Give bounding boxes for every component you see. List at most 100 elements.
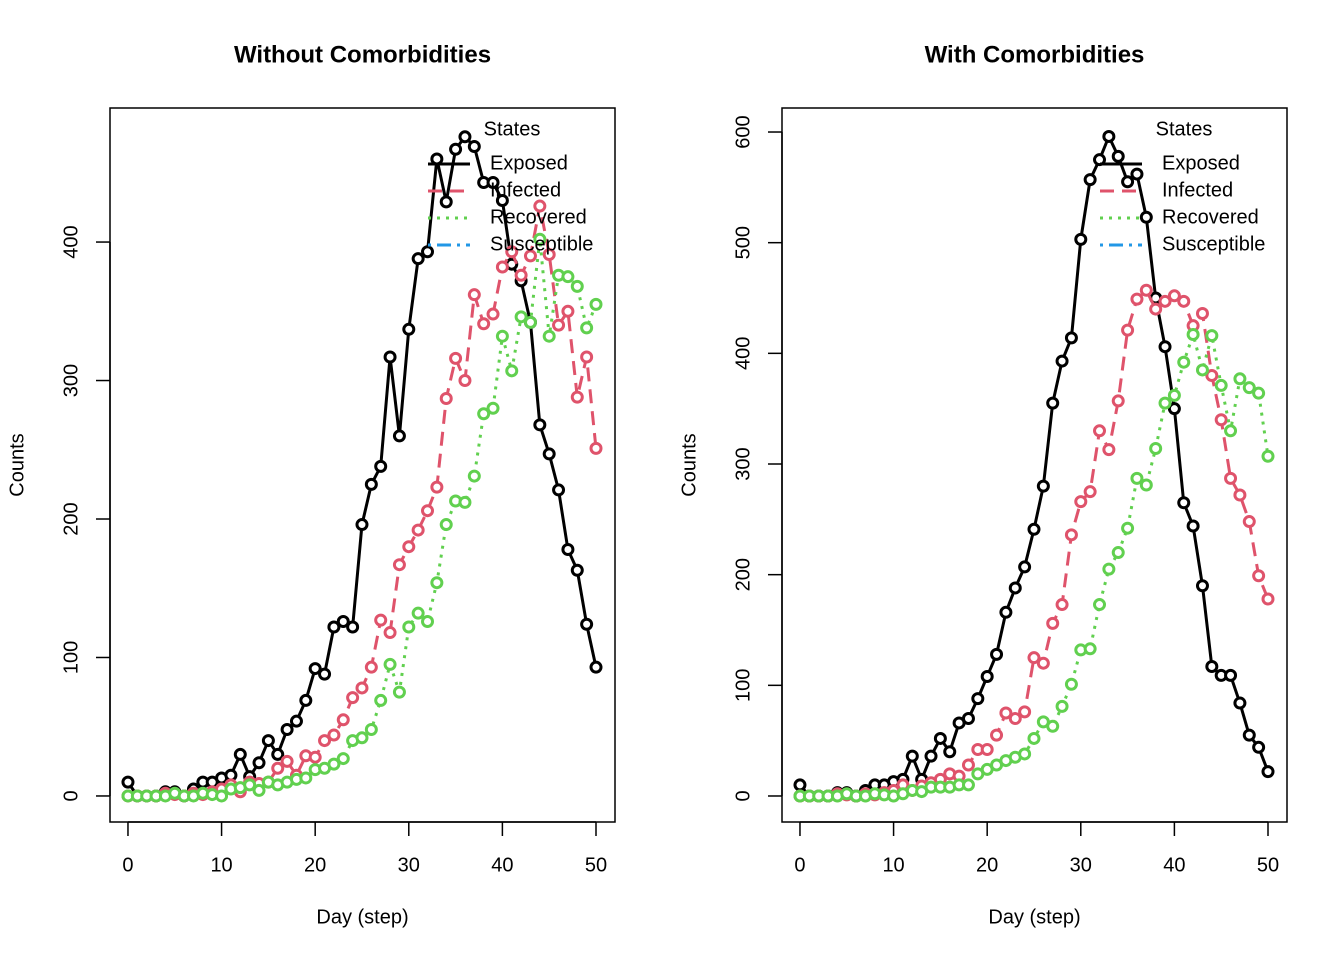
data-point [1083, 173, 1097, 187]
data-point [439, 195, 453, 209]
data-point [355, 731, 369, 745]
data-point [1018, 747, 1032, 761]
data-point [486, 401, 500, 415]
data-point [580, 350, 594, 364]
data-point [1195, 363, 1209, 377]
data-point [252, 756, 266, 770]
data-point [961, 758, 975, 772]
legend-label: Recovered [490, 206, 587, 228]
x-tick-label: 20 [304, 854, 326, 876]
data-point [1261, 765, 1275, 779]
data-point [318, 734, 332, 748]
data-point [1167, 388, 1181, 402]
data-point [523, 315, 537, 329]
series-line [127, 205, 598, 798]
data-point [336, 752, 350, 766]
data-point [1046, 719, 1060, 733]
data-point [1074, 232, 1088, 246]
data-point [336, 713, 350, 727]
x-axis-label: Day (step) [988, 906, 1080, 928]
data-point [477, 317, 491, 331]
data-point [467, 288, 481, 302]
legend: States Exposed Infected Recovered Susceptibl… [428, 118, 593, 255]
data-point [1224, 471, 1238, 485]
data-point [346, 691, 360, 705]
data-point [1093, 424, 1107, 438]
data-point [1064, 528, 1078, 542]
data-point [327, 620, 341, 634]
data-point [1252, 569, 1266, 583]
data-point [1139, 478, 1153, 492]
data-point [533, 232, 547, 246]
x-tick-label: 40 [491, 854, 513, 876]
data-point [933, 731, 947, 745]
data-point [1233, 696, 1247, 710]
x-tick-label: 30 [1070, 854, 1092, 876]
data-point [486, 176, 500, 190]
y-tick-label: 200 [732, 558, 754, 591]
y-tick-label: 500 [732, 226, 754, 259]
data-point [261, 734, 275, 748]
y-tick-label: 0 [732, 790, 754, 801]
data-point [1111, 394, 1125, 408]
data-point [1018, 705, 1032, 719]
data-point [980, 669, 994, 683]
y-tick-label: 0 [60, 790, 82, 801]
data-point [1027, 731, 1041, 745]
data-point [961, 712, 975, 726]
y-axis-label: Counts [678, 433, 700, 496]
legend-title: States [484, 118, 541, 140]
data-point [1036, 479, 1050, 493]
data-point [308, 662, 322, 676]
data-point [252, 783, 266, 797]
x-tick-label: 30 [398, 854, 420, 876]
data-point [990, 647, 1004, 661]
data-point [1186, 328, 1200, 342]
data-point [1055, 354, 1069, 368]
data-point [1167, 289, 1181, 303]
data-point [542, 329, 556, 343]
y-tick-label: 400 [60, 225, 82, 258]
data-point [793, 778, 807, 792]
legend-title: States [1156, 118, 1213, 140]
data-point [1036, 656, 1050, 670]
data-point [570, 390, 584, 404]
data-point [980, 743, 994, 757]
y-axis-label: Counts [6, 433, 28, 496]
data-point [971, 692, 985, 706]
data-point [411, 523, 425, 537]
data-point [999, 706, 1013, 720]
data-point [1214, 378, 1228, 392]
data-point [1205, 329, 1219, 343]
data-point [449, 351, 463, 365]
data-point [383, 626, 397, 640]
data-point [374, 693, 388, 707]
plot: With Comorbidities Day (step) Counts 0 10 20 3… [678, 41, 1288, 928]
data-point [1027, 651, 1041, 665]
legend-label: Exposed [490, 152, 568, 174]
data-point [308, 750, 322, 764]
data-point [346, 620, 360, 634]
data-point [1074, 495, 1088, 509]
chart-title: Without Comorbidities [234, 41, 491, 68]
data-point [1261, 592, 1275, 606]
data-point [1064, 677, 1078, 691]
y-tick-label: 400 [732, 337, 754, 370]
data-point [411, 252, 425, 266]
data-point [1111, 149, 1125, 163]
data-point [589, 297, 603, 311]
data-point [1242, 381, 1256, 395]
data-point [383, 657, 397, 671]
data-point [1121, 175, 1135, 189]
data-point [467, 469, 481, 483]
data-point [533, 199, 547, 213]
legend: States Exposed Infected Recovered Susceptibl… [1100, 118, 1265, 255]
data-point [495, 260, 509, 274]
data-point [961, 778, 975, 792]
data-point [1064, 331, 1078, 345]
data-point [1205, 368, 1219, 382]
data-point [364, 660, 378, 674]
data-point [1261, 449, 1275, 463]
data-point [215, 789, 229, 803]
data-point [542, 447, 556, 461]
